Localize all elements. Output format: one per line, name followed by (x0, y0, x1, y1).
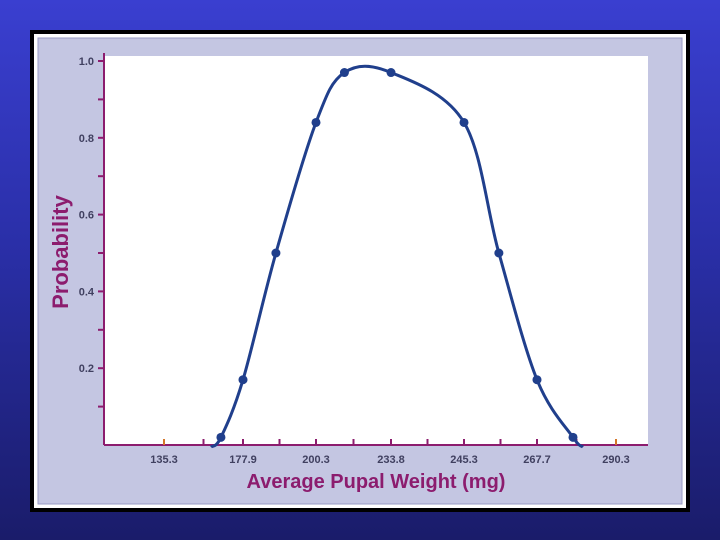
x-tick-label: 135.3 (150, 454, 178, 466)
x-tick-label: 290.3 (602, 454, 630, 466)
y-axis-label: Probability (48, 194, 73, 308)
data-point (216, 432, 226, 442)
y-tick-label: 1.0 (79, 56, 94, 68)
data-point (311, 117, 321, 127)
x-tick-label: 200.3 (302, 454, 330, 466)
data-point (568, 432, 578, 442)
chart-panel: 1.0 0.8 0.6 0.4 0.2 135.3 177.9 200.3 233.8 245.3… (34, 34, 686, 508)
probability-chart: 1.0 0.8 0.6 0.4 0.2 135.3 177.9 200.3 233.8 245.3… (37, 37, 683, 505)
x-tick-label: 267.7 (523, 454, 551, 466)
data-point (459, 117, 469, 127)
x-axis-label: Average Pupal Weight (mg) (247, 471, 506, 493)
data-point (238, 375, 248, 385)
data-point (271, 248, 281, 258)
data-point (339, 68, 349, 78)
x-tick-label: 245.3 (450, 454, 478, 466)
x-tick-label: 233.8 (377, 454, 405, 466)
data-point (532, 375, 542, 385)
data-point (494, 248, 504, 258)
y-tick-label: 0.8 (79, 133, 94, 145)
data-point (386, 68, 396, 78)
x-tick-label: 177.9 (229, 454, 257, 466)
y-tick-label: 0.4 (79, 286, 95, 298)
y-tick-label: 0.6 (79, 210, 94, 222)
plot-area (104, 56, 648, 445)
y-tick-label: 0.2 (79, 363, 94, 375)
